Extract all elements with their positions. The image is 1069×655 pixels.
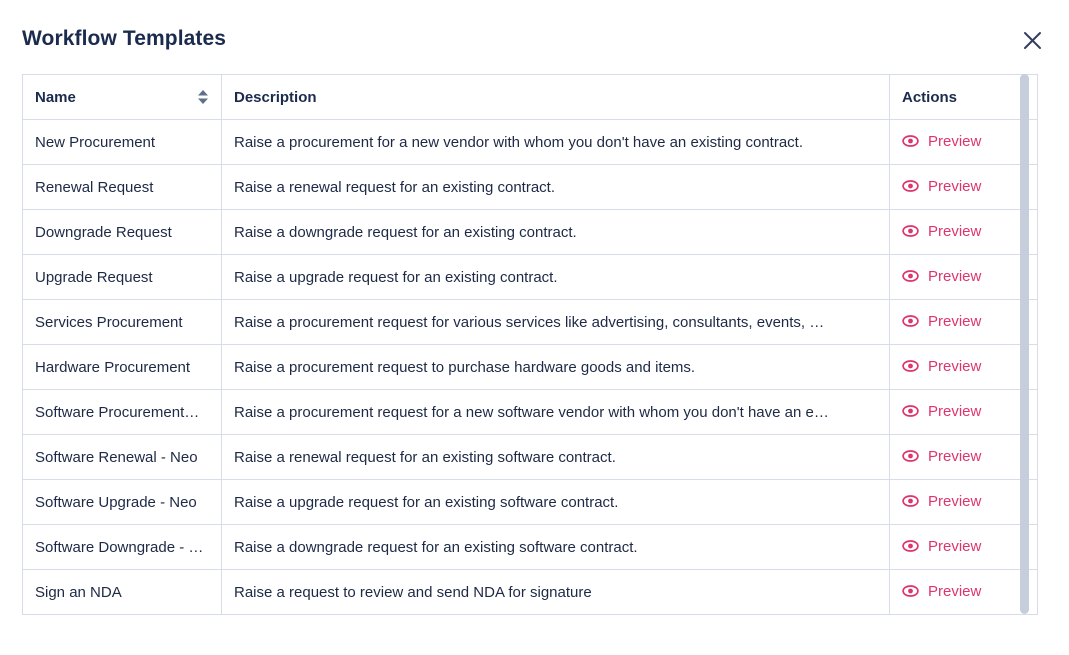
template-actions: Preview <box>889 524 1038 570</box>
table-scrollbar <box>1020 74 1029 617</box>
preview-button[interactable]: Preview <box>902 178 981 195</box>
template-name: Services Procurement <box>22 299 222 345</box>
table-row: Sign an NDA Raise a request to review an… <box>22 569 1038 615</box>
column-header-name[interactable]: Name <box>22 74 222 120</box>
table-row: Hardware Procurement Raise a procurement… <box>22 344 1038 390</box>
eye-icon <box>902 540 919 553</box>
template-name: New Procurement <box>22 119 222 165</box>
table-row: Services Procurement Raise a procurement… <box>22 299 1038 345</box>
column-header-description: Description <box>221 74 890 120</box>
eye-icon <box>902 405 919 418</box>
template-description: Raise a upgrade request for an existing … <box>221 479 890 525</box>
preview-label: Preview <box>928 582 982 600</box>
table-row: Downgrade Request Raise a downgrade requ… <box>22 209 1038 255</box>
preview-button[interactable]: Preview <box>902 358 981 375</box>
eye-icon <box>902 315 919 328</box>
template-actions: Preview <box>889 209 1038 255</box>
template-description: Raise a procurement request for various … <box>221 299 890 345</box>
template-actions: Preview <box>889 569 1038 615</box>
preview-button[interactable]: Preview <box>902 583 981 600</box>
template-description: Raise a request to review and send NDA f… <box>221 569 890 615</box>
template-description: Raise a renewal request for an existing … <box>221 434 890 480</box>
template-description: Raise a procurement request for a new so… <box>221 389 890 435</box>
template-description: Raise a downgrade request for an existin… <box>221 524 890 570</box>
preview-label: Preview <box>928 447 982 465</box>
preview-button[interactable]: Preview <box>902 448 981 465</box>
template-actions: Preview <box>889 389 1038 435</box>
table-row: Renewal Request Raise a renewal request … <box>22 164 1038 210</box>
scrollbar-thumb[interactable] <box>1020 74 1029 614</box>
table-row: New Procurement Raise a procurement for … <box>22 119 1038 165</box>
template-name: Software Procurement… <box>22 389 222 435</box>
preview-button[interactable]: Preview <box>902 268 981 285</box>
table-row: Software Upgrade - Neo Raise a upgrade r… <box>22 479 1038 525</box>
preview-label: Preview <box>928 222 982 240</box>
column-header-name-label: Name <box>35 88 76 106</box>
table-row: Software Procurement… Raise a procuremen… <box>22 389 1038 435</box>
template-name: Software Upgrade - Neo <box>22 479 222 525</box>
template-name: Hardware Procurement <box>22 344 222 390</box>
table-row: Software Downgrade - … Raise a downgrade… <box>22 524 1038 570</box>
template-name: Software Renewal - Neo <box>22 434 222 480</box>
eye-icon <box>902 450 919 463</box>
template-description: Raise a renewal request for an existing … <box>221 164 890 210</box>
template-actions: Preview <box>889 119 1038 165</box>
template-name: Sign an NDA <box>22 569 222 615</box>
preview-label: Preview <box>928 267 982 285</box>
template-description: Raise a downgrade request for an existin… <box>221 209 890 255</box>
close-button[interactable] <box>1020 28 1045 53</box>
preview-button[interactable]: Preview <box>902 403 981 420</box>
eye-icon <box>902 180 919 193</box>
templates-table: Name Description Actions <box>22 74 1038 615</box>
eye-icon <box>902 585 919 598</box>
table-row: Software Renewal - Neo Raise a renewal r… <box>22 434 1038 480</box>
preview-label: Preview <box>928 402 982 420</box>
templates-table-container: Name Description Actions <box>22 74 1038 615</box>
eye-icon <box>902 270 919 283</box>
template-name: Renewal Request <box>22 164 222 210</box>
column-header-actions-label: Actions <box>902 88 958 106</box>
preview-label: Preview <box>928 357 982 375</box>
eye-icon <box>902 135 919 148</box>
column-header-actions: Actions <box>889 74 1038 120</box>
preview-label: Preview <box>928 537 982 555</box>
template-name: Downgrade Request <box>22 209 222 255</box>
eye-icon <box>902 360 919 373</box>
preview-button[interactable]: Preview <box>902 538 981 555</box>
preview-button[interactable]: Preview <box>902 133 981 150</box>
table-row: Upgrade Request Raise a upgrade request … <box>22 254 1038 300</box>
template-description: Raise a procurement for a new vendor wit… <box>221 119 890 165</box>
column-header-description-label: Description <box>234 88 317 106</box>
preview-button[interactable]: Preview <box>902 493 981 510</box>
page-title: Workflow Templates <box>22 27 227 50</box>
close-icon <box>1022 32 1043 54</box>
template-actions: Preview <box>889 164 1038 210</box>
eye-icon <box>902 495 919 508</box>
preview-label: Preview <box>928 132 982 150</box>
table-header-row: Name Description Actions <box>22 74 1038 120</box>
preview-button[interactable]: Preview <box>902 223 981 240</box>
preview-label: Preview <box>928 492 982 510</box>
template-actions: Preview <box>889 434 1038 480</box>
eye-icon <box>902 225 919 238</box>
preview-button[interactable]: Preview <box>902 313 981 330</box>
template-description: Raise a upgrade request for an existing … <box>221 254 890 300</box>
template-actions: Preview <box>889 344 1038 390</box>
template-name: Software Downgrade - … <box>22 524 222 570</box>
modal-header: Workflow Templates <box>0 0 1069 53</box>
template-description: Raise a procurement request to purchase … <box>221 344 890 390</box>
preview-label: Preview <box>928 312 982 330</box>
template-actions: Preview <box>889 254 1038 300</box>
template-actions: Preview <box>889 479 1038 525</box>
sort-icon[interactable] <box>197 90 209 104</box>
preview-label: Preview <box>928 177 982 195</box>
template-actions: Preview <box>889 299 1038 345</box>
template-name: Upgrade Request <box>22 254 222 300</box>
